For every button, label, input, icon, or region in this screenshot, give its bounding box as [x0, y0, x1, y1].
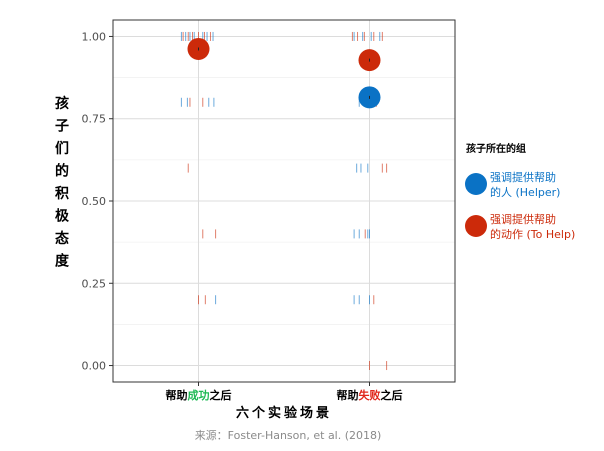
legend-label: 的人 (Helper): [490, 185, 560, 199]
x-category-label-success: 帮助成功之后: [166, 388, 232, 402]
legend-label: 的动作 (To Help): [490, 227, 575, 241]
x-axis-label: 六个实验场景: [236, 405, 332, 421]
y-tick-label: 0.50: [82, 195, 107, 208]
x-category-label-failure: 帮助失败之后: [337, 388, 403, 402]
y-axis-label-char: 态: [55, 230, 69, 247]
x-category-part: 之后: [381, 388, 403, 402]
legend-label: 强调提供帮助: [490, 212, 556, 226]
source-caption: 来源：Foster-Hanson, et al. (2018): [195, 428, 382, 442]
data-ticks: [180, 31, 388, 371]
x-axis-categories: 帮助成功之后 帮助失败之后: [166, 388, 403, 402]
y-tick-label: 1.00: [82, 30, 107, 43]
y-axis-label-char: 度: [55, 253, 70, 270]
x-category-part: 帮助: [337, 388, 359, 402]
y-axis-label-char: 的: [55, 163, 69, 180]
legend-label: 强调提供帮助: [490, 170, 556, 184]
y-tick-label: 0.00: [82, 360, 107, 373]
x-category-part: 之后: [210, 388, 232, 402]
y-axis-label-char: 积: [55, 185, 69, 202]
y-tick-label: 0.25: [82, 277, 107, 290]
legend-title: 孩子所在的组: [466, 142, 526, 155]
axes: 0.00 0.25 0.50 0.75 1.00: [82, 30, 370, 386]
y-tick-label: 0.75: [82, 113, 107, 126]
x-category-part: 帮助: [166, 388, 188, 402]
x-category-part: 失败: [359, 388, 381, 402]
y-axis-label-char: 子: [55, 119, 69, 135]
y-axis-label-char: 们: [55, 140, 69, 157]
mean-markers: [187, 37, 381, 109]
x-category-part: 成功: [188, 388, 210, 402]
legend-key: [465, 173, 487, 195]
grid: [113, 20, 455, 382]
y-axis-label-char: 极: [55, 208, 70, 225]
y-axis-label-char: 孩: [55, 95, 69, 112]
legend-key: [465, 215, 487, 237]
